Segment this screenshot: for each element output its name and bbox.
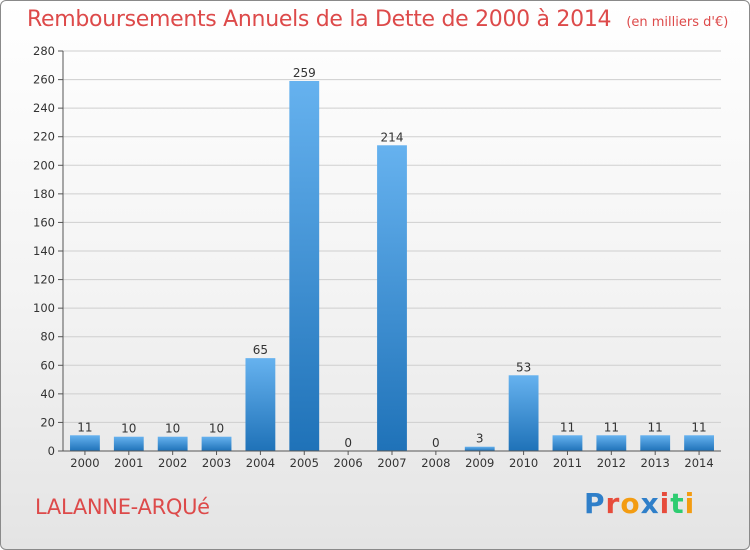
data-label-2012: 11 [604,420,619,434]
data-label-2001: 10 [121,422,136,436]
x-axis-ticks: 2000 2001 2002 2003 2004 2005 2006 2007 2008 2009… [70,451,714,470]
chart-title: Remboursements Annuels de la Dette de 20… [27,7,728,32]
x-tick-label-2007: 2007 [377,456,406,470]
logo-letter: i [684,487,696,520]
bar-2001 [113,436,144,451]
bar-2002 [157,436,188,451]
data-label-2010: 53 [516,360,531,374]
y-tick-label: 80 [40,330,55,344]
data-label-2004: 65 [253,343,268,357]
y-tick-label: 120 [33,273,55,287]
x-tick-label-2013: 2013 [641,456,670,470]
logo-letter: r [605,487,621,520]
y-tick-label: 0 [48,444,55,458]
bar-2012 [596,435,627,451]
y-tick-label: 60 [40,358,55,372]
y-tick-label: 180 [33,187,55,201]
data-label-2005: 259 [293,66,316,80]
x-tick-label-2012: 2012 [597,456,626,470]
y-tick-label: 220 [33,130,55,144]
data-label-2014: 11 [691,420,706,434]
x-tick-label-2006: 2006 [333,456,362,470]
bar-2014 [684,435,714,451]
bar-2003 [201,436,232,451]
logo-letter: o [620,487,641,520]
x-tick-label-2010: 2010 [509,456,538,470]
x-tick-label-2005: 2005 [290,456,319,470]
y-tick-label: 20 [40,415,55,429]
town-name: LALANNE-ARQUé [35,495,210,519]
bar-2007 [377,145,407,452]
x-tick-label-2002: 2002 [158,456,187,470]
data-label-2000: 11 [77,420,92,434]
bar-2005 [289,81,320,451]
data-label-2006: 0 [344,436,352,450]
axes [62,51,721,452]
y-axis-ticks: 0 20 40 60 80 100 120 140 160 180 200 220 240 260 280 [33,44,63,458]
data-label-2002: 10 [165,422,180,436]
data-label-2007: 214 [381,130,404,144]
data-label-2008: 0 [432,436,440,450]
y-tick-label: 260 [33,73,55,87]
bar-2013 [640,435,671,451]
chart-title-text: Remboursements Annuels de la Dette de 20… [27,7,612,32]
logo-letter: t [670,487,685,520]
x-tick-label-2014: 2014 [684,456,713,470]
x-tick-label-2004: 2004 [246,456,275,470]
y-tick-label: 160 [33,215,55,229]
bar-2000 [70,435,100,451]
y-tick-label: 140 [33,244,55,258]
x-tick-label-2009: 2009 [465,456,494,470]
bar-2009 [464,446,495,451]
data-label-2003: 10 [209,422,224,436]
x-tick-label-2008: 2008 [421,456,450,470]
logo-letter: i [659,487,671,520]
y-tick-label: 100 [33,301,55,315]
y-tick-label: 240 [33,101,55,115]
proxiti-logo: Proxiti [584,487,695,520]
data-label-2009: 3 [476,432,484,446]
x-tick-label-2003: 2003 [202,456,231,470]
y-tick-label: 40 [40,387,55,401]
data-label-2011: 11 [560,420,575,434]
bars [70,81,714,452]
logo-letter: P [584,487,606,520]
data-label-2013: 11 [648,420,663,434]
x-tick-label-2011: 2011 [553,456,582,470]
bar-2004 [245,358,276,451]
x-tick-label-2000: 2000 [70,456,99,470]
bar-2010 [508,375,539,451]
y-tick-label: 280 [33,44,55,58]
logo-letter: x [640,487,660,520]
data-labels: 11 10 10 10 65 259 0 214 0 3 53 11 11 11 11 [77,66,706,450]
x-tick-label-2001: 2001 [114,456,143,470]
y-tick-label: 200 [33,158,55,172]
bar-2011 [552,435,583,451]
unit-note: (en milliers d'€) [626,15,729,30]
